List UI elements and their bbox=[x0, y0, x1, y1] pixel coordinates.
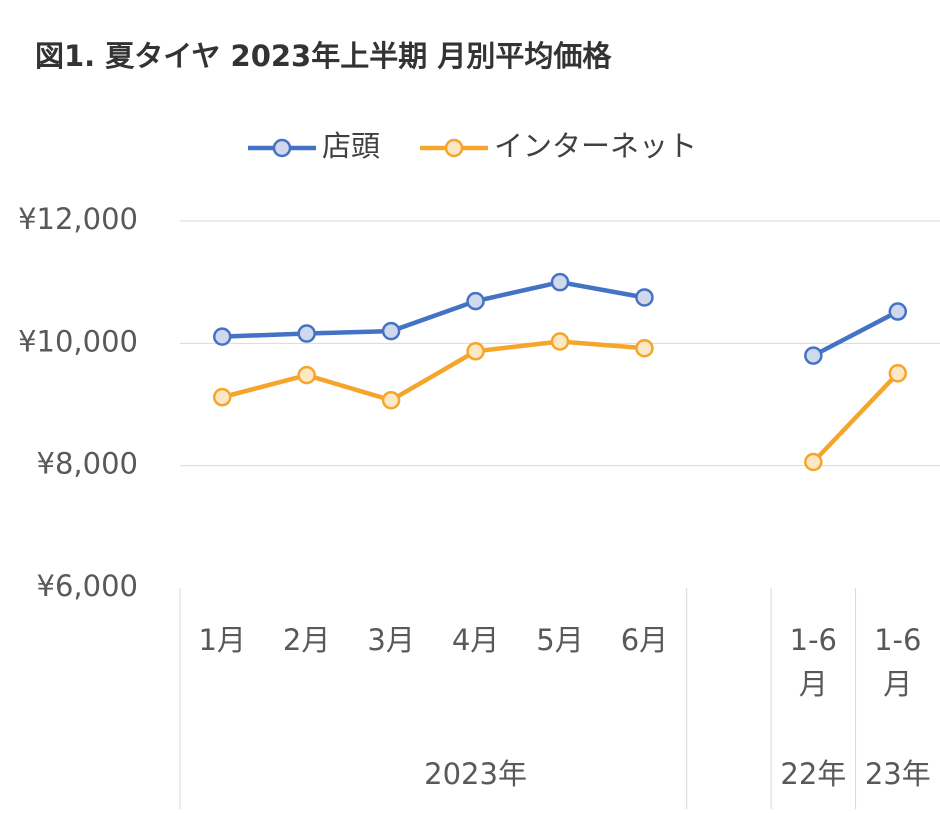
x-tick-label: 4月 bbox=[451, 623, 500, 657]
x-tick-label: 1-6月 bbox=[789, 623, 838, 701]
data-point bbox=[550, 332, 570, 351]
legend-label: インターネット bbox=[494, 129, 697, 163]
chart-title: 図1. 夏タイヤ 2023年上半期 月別平均価格 bbox=[35, 39, 612, 73]
data-point bbox=[212, 387, 232, 407]
data-point bbox=[804, 452, 823, 472]
y-tick-label: ¥6,000 bbox=[37, 569, 138, 603]
data-point bbox=[804, 346, 823, 365]
data-point bbox=[466, 291, 485, 311]
data-point bbox=[297, 324, 316, 343]
data-point bbox=[635, 338, 654, 358]
legend-marker bbox=[444, 138, 464, 158]
y-tick-label: ¥8,000 bbox=[37, 447, 138, 481]
x-tick-label: 2月 bbox=[282, 623, 331, 657]
series-line bbox=[221, 339, 645, 403]
data-point bbox=[888, 364, 908, 383]
data-point bbox=[888, 302, 908, 321]
series-line bbox=[811, 371, 900, 464]
data-point bbox=[381, 390, 401, 410]
x-tick-label: 5月 bbox=[536, 623, 584, 657]
data-point bbox=[212, 327, 232, 346]
data-point bbox=[381, 321, 401, 341]
x-tick-label: 1-6月 bbox=[874, 623, 922, 701]
data-point bbox=[550, 272, 570, 292]
group-label: 23年 bbox=[864, 757, 931, 791]
series-line bbox=[812, 309, 899, 358]
data-point bbox=[297, 365, 316, 385]
legend-marker bbox=[272, 138, 292, 158]
series-line bbox=[222, 279, 645, 339]
x-tick-label: 1月 bbox=[198, 623, 246, 657]
x-tick-label: 6月 bbox=[620, 623, 669, 657]
data-point bbox=[466, 342, 485, 361]
legend-label: 店頭 bbox=[322, 129, 380, 163]
y-tick-label: ¥10,000 bbox=[18, 324, 138, 358]
group-label: 22年 bbox=[780, 757, 847, 791]
y-tick-label: ¥12,000 bbox=[18, 202, 138, 236]
x-tick-label: 3月 bbox=[367, 623, 415, 657]
group-label: 2023年 bbox=[424, 757, 527, 791]
data-point bbox=[635, 288, 654, 307]
